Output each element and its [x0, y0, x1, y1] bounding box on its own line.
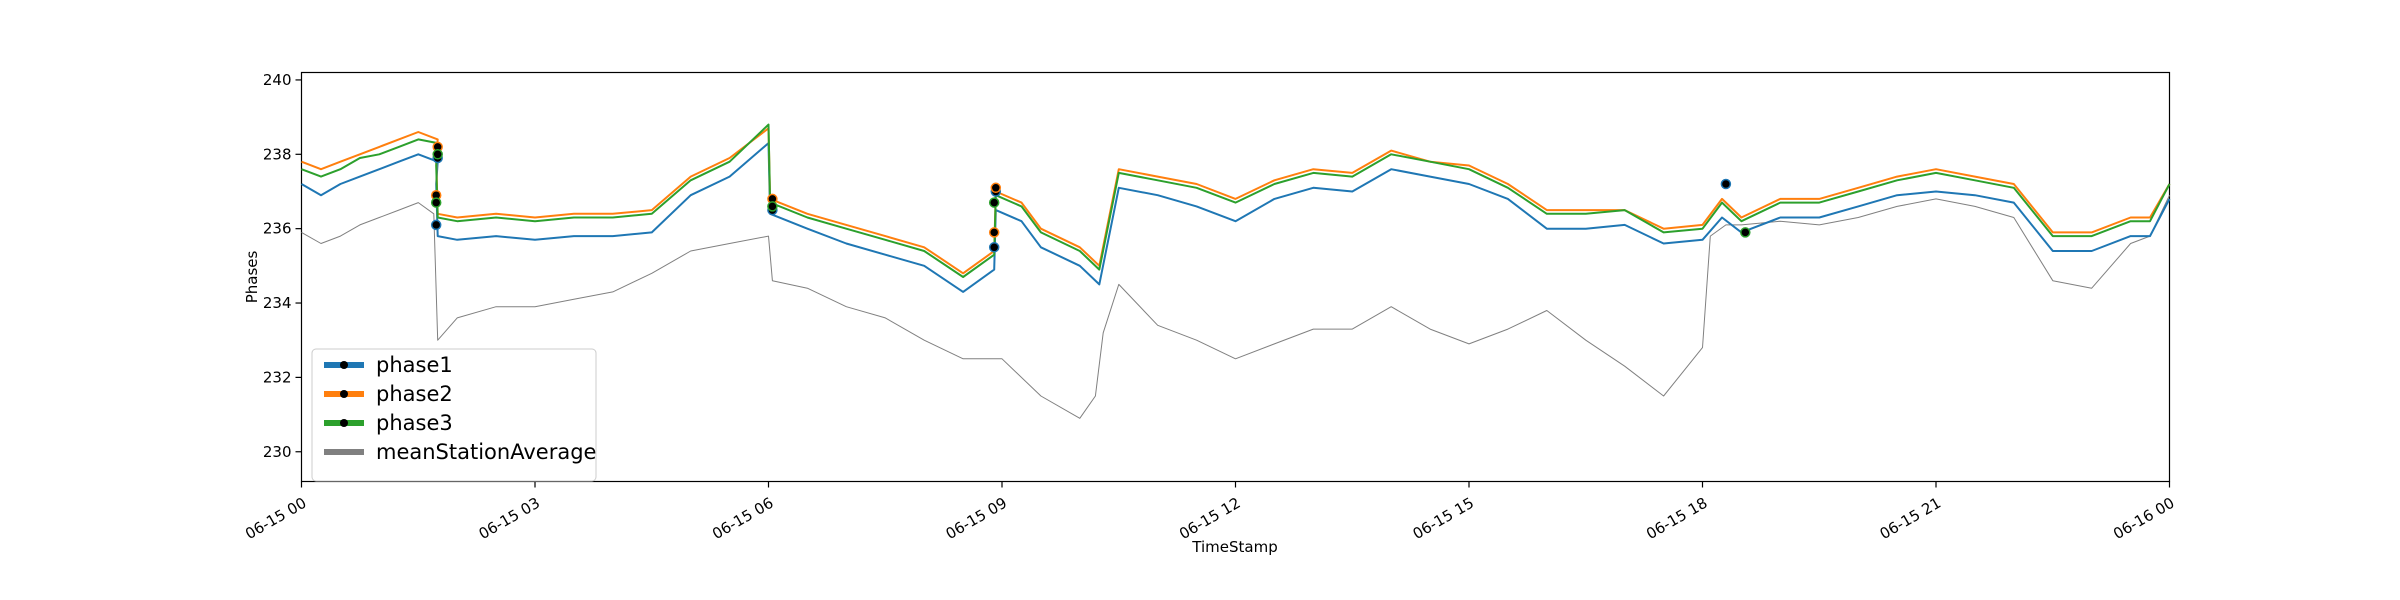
x-tick-label: 06-15 15 — [1410, 494, 1477, 543]
series-line-phase3 — [301, 123, 2171, 278]
y-axis-title: Phases — [243, 251, 261, 304]
marker-point-phase1 — [430, 219, 442, 231]
legend-label-meanstationaverage: meanStationAverage — [376, 440, 596, 464]
legend-label-phase2: phase2 — [376, 382, 453, 406]
x-tick-label: 06-16 00 — [2110, 494, 2177, 543]
legend-label-phase1: phase1 — [376, 353, 453, 377]
x-axis-title: TimeStamp — [1191, 538, 1277, 556]
marker-point-phase3 — [432, 149, 443, 160]
legend: phase1 phase2 phase3 meanStationAverage — [311, 348, 597, 482]
x-tick-label: 06-15 18 — [1643, 494, 1710, 543]
y-tick-label: 234 — [263, 294, 292, 312]
y-tick-label: 232 — [263, 368, 292, 386]
y-tick-label: 238 — [263, 145, 292, 163]
x-tick-label: 06-15 09 — [943, 494, 1010, 543]
marker-layer — [430, 141, 1751, 253]
legend-label-phase3: phase3 — [376, 411, 453, 435]
legend-marker-phase3 — [340, 419, 348, 427]
y-tick-label: 230 — [263, 443, 292, 461]
marker-point-phase3 — [767, 201, 778, 212]
marker-point-phase1 — [1720, 178, 1732, 190]
x-tick-label: 06-15 03 — [476, 494, 543, 543]
legend-marker-phase2 — [340, 390, 348, 398]
x-tick-label: 06-15 12 — [1176, 494, 1243, 543]
series-layer — [301, 123, 2171, 419]
marker-point-phase2 — [990, 182, 1002, 194]
y-axis: 230 232 234 236 238 240 — [263, 71, 302, 461]
y-tick-label: 236 — [263, 220, 292, 238]
x-tick-label: 06-15 00 — [242, 494, 309, 543]
x-tick-label: 06-15 21 — [1877, 494, 1944, 543]
marker-point-phase3 — [430, 197, 442, 208]
marker-point-phase1 — [988, 242, 1000, 253]
x-tick-label: 06-15 06 — [709, 494, 776, 543]
series-line-meanstationaverage — [301, 194, 2170, 419]
marker-point-phase2 — [988, 227, 1000, 238]
marker-point-phase3 — [1740, 227, 1751, 238]
x-axis: 06-15 00 06-15 03 06-15 06 06-15 09 06-15 12… — [242, 481, 2178, 543]
series-line-phase2 — [301, 127, 2171, 275]
series-line-phase1 — [301, 142, 2171, 293]
legend-box — [311, 348, 597, 482]
y-tick-label: 240 — [263, 71, 292, 89]
legend-marker-phase1 — [340, 361, 348, 369]
marker-point-phase3 — [988, 197, 1000, 208]
